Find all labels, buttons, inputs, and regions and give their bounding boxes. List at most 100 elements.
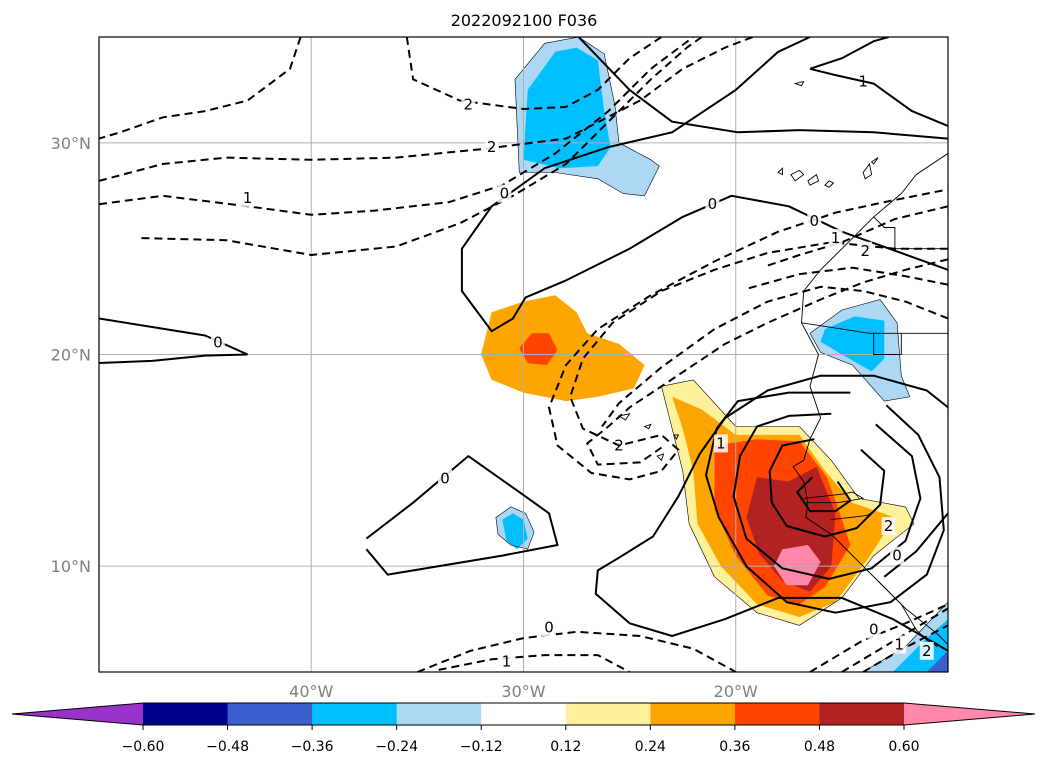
contour-label-bg-0 bbox=[210, 333, 225, 352]
contour-dashed-27 bbox=[809, 603, 948, 672]
coastline-2 bbox=[873, 216, 948, 250]
contour-dashed-22 bbox=[746, 266, 948, 290]
colorbar-swatch-0 bbox=[143, 703, 229, 725]
fill-region-8 bbox=[523, 47, 611, 169]
contour-label-21: 2 bbox=[860, 242, 870, 260]
fill-region-10 bbox=[502, 513, 528, 550]
colorbar-tick-label-7: 0.36 bbox=[719, 739, 750, 755]
lat-tick-label-0: 30°N bbox=[51, 134, 91, 153]
contour-label-bg-14 bbox=[461, 95, 476, 114]
contour-dashed-15 bbox=[99, 37, 754, 182]
fill-region-1 bbox=[519, 333, 558, 366]
contour-label-4: 0 bbox=[708, 195, 718, 213]
colorbar-tick-label-0: −0.60 bbox=[122, 739, 165, 755]
colorbar-tick-label-3: −0.24 bbox=[375, 739, 418, 755]
fill-edge-9 bbox=[495, 506, 535, 550]
contour-label-bg-9 bbox=[881, 516, 896, 535]
contour-label-9: 2 bbox=[884, 517, 894, 535]
contour-solid-5 bbox=[809, 37, 889, 70]
contour-solid-12 bbox=[883, 512, 948, 578]
island-4 bbox=[862, 162, 873, 180]
contour-label-19: 0 bbox=[810, 212, 820, 230]
contour-dashed-13 bbox=[99, 37, 302, 140]
island-10 bbox=[673, 434, 680, 441]
contour-label-17: 0 bbox=[500, 185, 510, 203]
island-8 bbox=[643, 423, 652, 430]
contour-label-bg-21 bbox=[858, 241, 873, 260]
island-1 bbox=[777, 167, 783, 176]
contour-label-bg-12 bbox=[890, 546, 905, 565]
contour-label-16: 1 bbox=[243, 189, 253, 207]
chart-title: 2022092100 F036 bbox=[451, 11, 598, 30]
contour-label-7: 1 bbox=[716, 434, 726, 452]
contour-label-bg-20 bbox=[828, 229, 843, 248]
colorbar-swatch-1 bbox=[227, 703, 313, 725]
contour-dashed-24 bbox=[438, 654, 631, 672]
contour-label-2: 0 bbox=[440, 469, 450, 487]
contour-label-bg-24 bbox=[499, 652, 514, 671]
contour-label-bg-19 bbox=[807, 212, 822, 231]
island-7 bbox=[617, 413, 631, 421]
island-3 bbox=[824, 180, 835, 188]
contour-label-25: 2 bbox=[922, 642, 932, 660]
island-9 bbox=[656, 453, 665, 462]
fill-region-12 bbox=[820, 316, 885, 372]
contour-label-24: 1 bbox=[502, 652, 512, 670]
contour-label-bg-4 bbox=[705, 195, 720, 214]
lon-tick-label-1: 30°W bbox=[501, 682, 545, 701]
coastline-3 bbox=[873, 333, 902, 355]
contour-label-bg-16 bbox=[240, 188, 255, 207]
coastline-0 bbox=[801, 153, 948, 334]
contour-dashed-19 bbox=[548, 188, 948, 481]
colorbar-swatch-5 bbox=[565, 703, 651, 725]
contour-solid-9 bbox=[768, 438, 886, 538]
colorbar-swatch-6 bbox=[650, 703, 736, 725]
contour-label-bg-2 bbox=[437, 469, 452, 488]
island-0 bbox=[790, 169, 805, 182]
shaded-field bbox=[481, 37, 948, 672]
colorbar-tick-label-5: 0.12 bbox=[550, 739, 581, 755]
colorbar-swatch-2 bbox=[312, 703, 398, 725]
contour-label-bg-15 bbox=[484, 138, 499, 157]
contour-label-12: 0 bbox=[892, 547, 902, 565]
contour-dashed-16 bbox=[99, 37, 694, 216]
contour-dashed-17 bbox=[141, 37, 703, 256]
contour-label-0: 0 bbox=[213, 333, 223, 351]
contour-dashed-21 bbox=[601, 285, 948, 428]
fill-edge-7 bbox=[514, 37, 660, 197]
contour-label-bg-17 bbox=[497, 184, 512, 203]
lat-tick-label-1: 20°N bbox=[51, 346, 91, 365]
contour-dashed-23 bbox=[417, 630, 737, 672]
colorbar-tick-label-2: −0.36 bbox=[291, 739, 334, 755]
contour-label-bg-27 bbox=[866, 620, 881, 639]
contour-solid-3 bbox=[577, 37, 948, 140]
map-frame bbox=[98, 36, 949, 673]
contour-label-bg-7 bbox=[713, 434, 728, 453]
colorbar-tick-label-4: −0.12 bbox=[460, 739, 503, 755]
contour-label-bg-23 bbox=[541, 618, 556, 637]
contour-solid-7 bbox=[705, 391, 945, 614]
contour-label-20: 1 bbox=[831, 229, 841, 247]
lat-tick-label-2: 10°N bbox=[51, 557, 91, 576]
contour-solid-10 bbox=[796, 476, 852, 513]
island-2 bbox=[807, 173, 820, 186]
contour-label-23: 0 bbox=[544, 619, 554, 637]
fill-region-15 bbox=[926, 650, 948, 672]
colorbar-extend-high bbox=[904, 703, 1035, 725]
colorbar-tick-label-9: 0.60 bbox=[888, 739, 919, 755]
contour-label-bg-26 bbox=[892, 635, 907, 654]
colorbar-tick-label-1: −0.48 bbox=[206, 739, 249, 755]
coastline-4 bbox=[803, 491, 865, 504]
contour-label-bg-25 bbox=[919, 641, 934, 660]
colorbar-extend-low bbox=[12, 703, 143, 725]
contour-solid-11 bbox=[594, 374, 948, 652]
contour-solid-6 bbox=[809, 67, 948, 127]
contour-solid-8 bbox=[732, 412, 922, 580]
colorbar-tick-label-6: 0.24 bbox=[635, 739, 666, 755]
contour-solid-1 bbox=[99, 353, 248, 364]
axis-tick-labels: 40°W 30°W 20°W 30°N 20°N 10°N bbox=[51, 134, 758, 701]
colorbar-swatch-7 bbox=[734, 703, 820, 725]
contour-dashed-20 bbox=[767, 205, 948, 267]
